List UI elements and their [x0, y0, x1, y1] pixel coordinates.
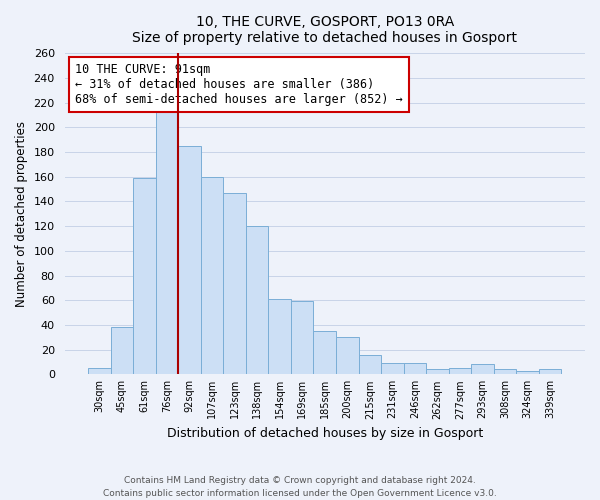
Bar [336, 338, 359, 374]
Y-axis label: Number of detached properties: Number of detached properties [15, 121, 28, 307]
Bar [404, 363, 426, 374]
Bar [246, 226, 268, 374]
Bar [426, 370, 449, 374]
Bar [156, 105, 178, 374]
Bar [291, 302, 313, 374]
Bar [471, 364, 494, 374]
Bar [539, 370, 562, 374]
Bar [223, 193, 246, 374]
Bar [133, 178, 156, 374]
Bar [178, 146, 201, 374]
Bar [88, 368, 111, 374]
Text: Contains HM Land Registry data © Crown copyright and database right 2024.
Contai: Contains HM Land Registry data © Crown c… [103, 476, 497, 498]
Title: 10, THE CURVE, GOSPORT, PO13 0RA
Size of property relative to detached houses in: 10, THE CURVE, GOSPORT, PO13 0RA Size of… [132, 15, 517, 45]
Bar [268, 299, 291, 374]
Bar [381, 363, 404, 374]
Bar [313, 331, 336, 374]
Bar [201, 177, 223, 374]
Text: 10 THE CURVE: 91sqm
← 31% of detached houses are smaller (386)
68% of semi-detac: 10 THE CURVE: 91sqm ← 31% of detached ho… [75, 63, 403, 106]
Bar [111, 328, 133, 374]
Bar [494, 370, 516, 374]
Bar [516, 370, 539, 374]
Bar [449, 368, 471, 374]
Bar [359, 354, 381, 374]
X-axis label: Distribution of detached houses by size in Gosport: Distribution of detached houses by size … [167, 427, 483, 440]
